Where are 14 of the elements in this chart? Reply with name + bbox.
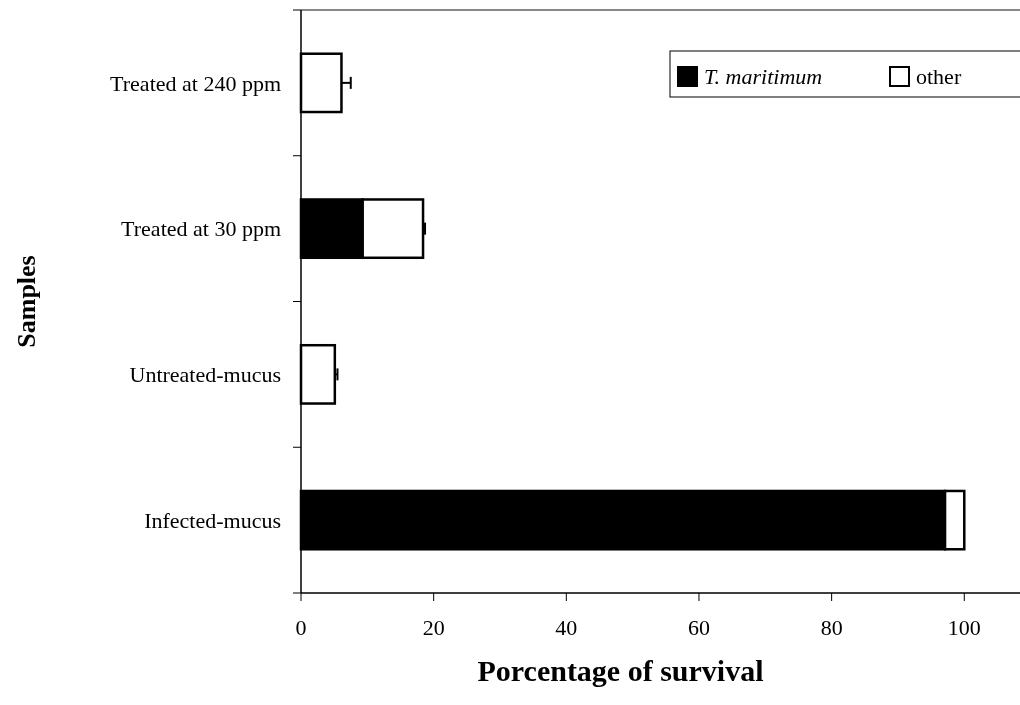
legend-label: other xyxy=(916,64,962,89)
y-tick-label: Treated at 240 ppm xyxy=(110,70,281,96)
x-tick-label: 100 xyxy=(947,615,981,640)
x-tick-label: 0 xyxy=(295,615,307,640)
x-axis-title: Porcentage of survival xyxy=(477,654,764,687)
y-tick-label: Infected-mucus xyxy=(144,507,281,533)
x-tick-label: 80 xyxy=(820,615,843,640)
y-axis-title: Samples xyxy=(12,255,41,348)
x-tick-label: 20 xyxy=(422,615,445,640)
y-tick-label: Untreated-mucus xyxy=(129,362,281,388)
x-tick-label: 60 xyxy=(687,615,710,640)
legend-label: T. maritimum xyxy=(704,64,823,89)
y-tick-label: Treated at 30 ppm xyxy=(121,216,281,242)
x-tick-label: 40 xyxy=(555,615,578,640)
